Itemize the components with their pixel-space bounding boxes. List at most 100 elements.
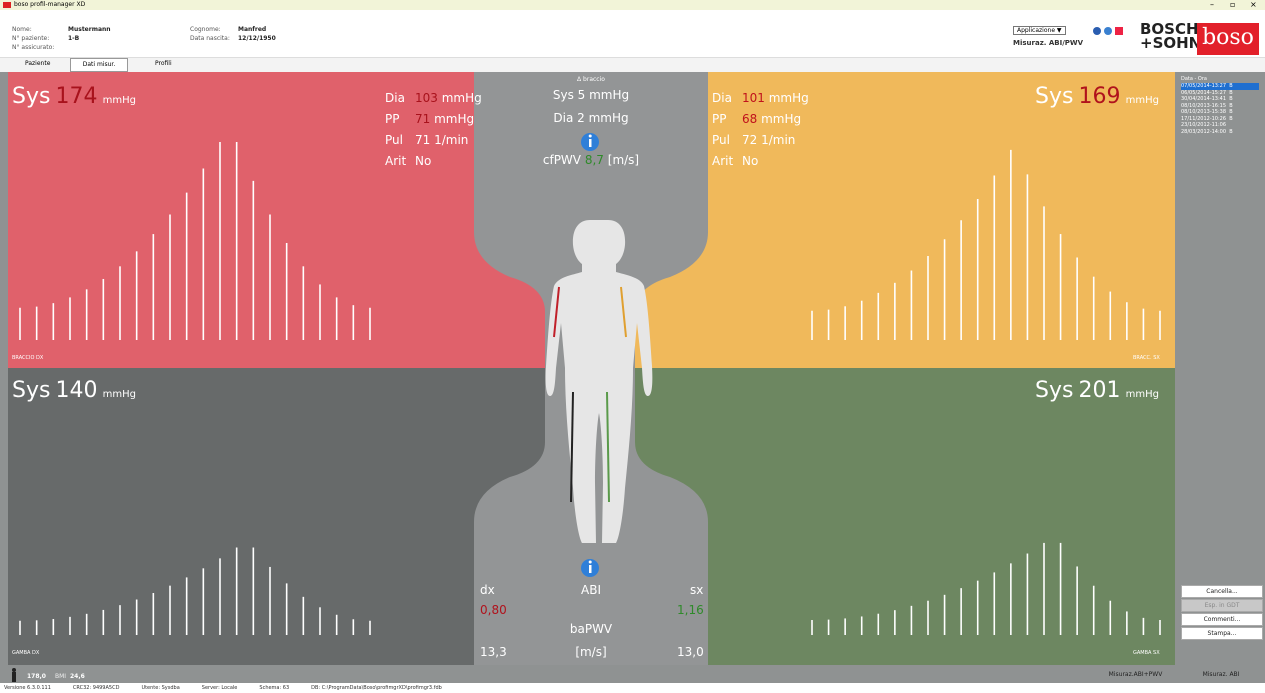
app-icon xyxy=(3,2,11,8)
reading-unit: mmHg xyxy=(434,112,474,126)
reading-value: 71 xyxy=(415,133,430,147)
unit: mmHg xyxy=(103,95,136,106)
reading-row: PP68 mmHg xyxy=(712,109,809,130)
bapwv-label: baPWV xyxy=(474,622,708,636)
label: N° assicurato: xyxy=(12,44,54,51)
cfpwv: cfPWV 8,7 [m/s] xyxy=(474,153,708,167)
caption: BRACC. SX xyxy=(1133,355,1160,361)
logo-text: BOSCH+SOHN xyxy=(1140,22,1201,50)
close[interactable]: × xyxy=(1250,0,1257,9)
reading-label: Dia xyxy=(385,88,415,109)
bapwv-unit: [m/s] xyxy=(474,645,708,659)
height: 178,0 xyxy=(27,673,46,680)
abi-sx: 1,16 xyxy=(677,603,704,617)
sys-value: 201 xyxy=(1079,378,1121,403)
sys-value: 169 xyxy=(1079,84,1121,109)
page: boso profil-manager XD – ▫ × Nome: Muste… xyxy=(0,0,1265,693)
label: N° paziente: xyxy=(12,35,49,42)
title-bar xyxy=(0,0,1265,10)
tab[interactable]: Profili xyxy=(155,60,172,67)
date-header: Data - Ora xyxy=(1181,76,1207,82)
unit: mmHg xyxy=(103,389,136,400)
reading-unit: mmHg xyxy=(769,91,809,105)
minimize[interactable]: – xyxy=(1210,0,1214,9)
reading-label: Pul xyxy=(712,130,742,151)
info-icon xyxy=(581,133,599,151)
value: Manfred xyxy=(238,26,266,33)
delta-sys: Sys 5 mmHg xyxy=(474,88,708,102)
button[interactable]: Misuraz. ABI xyxy=(1181,669,1261,680)
sys-block: Sys 140 mmHg xyxy=(12,378,136,403)
tab-active[interactable]: Dati misur. xyxy=(70,58,128,72)
bmi: 24,6 xyxy=(70,673,85,680)
reading-row: AritNo xyxy=(385,151,482,172)
reading-value: 103 xyxy=(415,91,438,105)
button[interactable]: Stampa... xyxy=(1181,627,1263,640)
status-item: Schema: 63 xyxy=(259,685,289,691)
bapwv-dx: 13,3 xyxy=(480,645,507,659)
status-item: Versione 6.3.0.111 xyxy=(4,685,51,691)
reading-row: Pul72 1/min xyxy=(712,130,809,151)
app-title: boso profil-manager XD xyxy=(14,1,85,8)
button[interactable]: Misuraz.ABI+PWV xyxy=(1098,669,1173,680)
tab-bar xyxy=(0,57,1265,72)
label: Cognome: xyxy=(190,26,221,33)
status-item: Server: Locale xyxy=(202,685,238,691)
status-item: CRC32: 9499A5CD xyxy=(73,685,120,691)
sys-block: Sys 201 mmHg xyxy=(1035,378,1159,403)
reading-label: PP xyxy=(385,109,415,130)
reading-value: 72 xyxy=(742,133,757,147)
reading-value: 71 xyxy=(415,112,430,126)
caption: GAMBA DX xyxy=(12,650,39,656)
status-bar: Versione 6.3.0.111 CRC32: 9499A5CD Utente:… xyxy=(4,685,464,693)
reading-label: PP xyxy=(712,109,742,130)
label: Data nascita: xyxy=(190,35,230,42)
button[interactable]: Commenti... xyxy=(1181,613,1263,626)
bmi-label: BMI xyxy=(55,673,66,680)
person-icon xyxy=(10,668,18,682)
reading-row: Pul71 1/min xyxy=(385,130,482,151)
sx-label: sx xyxy=(690,583,703,597)
cfpwv-unit: [m/s] xyxy=(608,153,639,167)
reading-label: Arit xyxy=(712,151,742,172)
reading-list: Dia101 mmHgPP68 mmHgPul72 1/minAritNo xyxy=(712,88,809,172)
unit: mmHg xyxy=(1126,389,1159,400)
button: Esp. in GDT xyxy=(1181,599,1263,612)
sys-label: Sys xyxy=(12,84,50,109)
cfpwv-value: 8,7 xyxy=(585,153,604,167)
button[interactable]: Cancella... xyxy=(1181,585,1263,598)
reading-value: 68 xyxy=(742,112,757,126)
value: 1-B xyxy=(68,35,79,42)
date-entry: 28/03/2012-14:00 B xyxy=(1181,129,1259,136)
mode: Misuraz. ABI/PWV xyxy=(1013,39,1083,47)
maximize[interactable]: ▫ xyxy=(1230,0,1235,9)
sys-label: Sys xyxy=(1035,84,1073,109)
abi-label: ABI xyxy=(474,583,708,597)
menu-button[interactable]: Applicazione ▼ xyxy=(1013,26,1066,35)
tab[interactable]: Paziente xyxy=(25,60,50,67)
status-item: DB: C:\ProgramData\Boso\profimgrXD\profi… xyxy=(311,685,442,691)
reading-unit: mmHg xyxy=(761,112,801,126)
reading-value: 101 xyxy=(742,91,765,105)
value: Mustermann xyxy=(68,26,111,33)
logo-line: +SOHN xyxy=(1140,36,1201,50)
value: 12/12/1950 xyxy=(238,35,276,42)
logo-box: boso xyxy=(1197,23,1259,55)
reading-value: No xyxy=(415,154,431,168)
label: Nome: xyxy=(12,26,32,33)
sys-block: Sys 174 mmHg xyxy=(12,84,136,109)
sys-value: 140 xyxy=(56,378,98,403)
sys-block: Sys 169 mmHg xyxy=(1035,84,1159,109)
bapwv-sx: 13,0 xyxy=(677,645,704,659)
cfpwv-label: cfPWV xyxy=(543,153,581,167)
delta-label: Δ braccio xyxy=(474,76,708,83)
abi-dx: 0,80 xyxy=(480,603,507,617)
status-item: Utente: Sysdba xyxy=(141,685,179,691)
reading-label: Arit xyxy=(385,151,415,172)
